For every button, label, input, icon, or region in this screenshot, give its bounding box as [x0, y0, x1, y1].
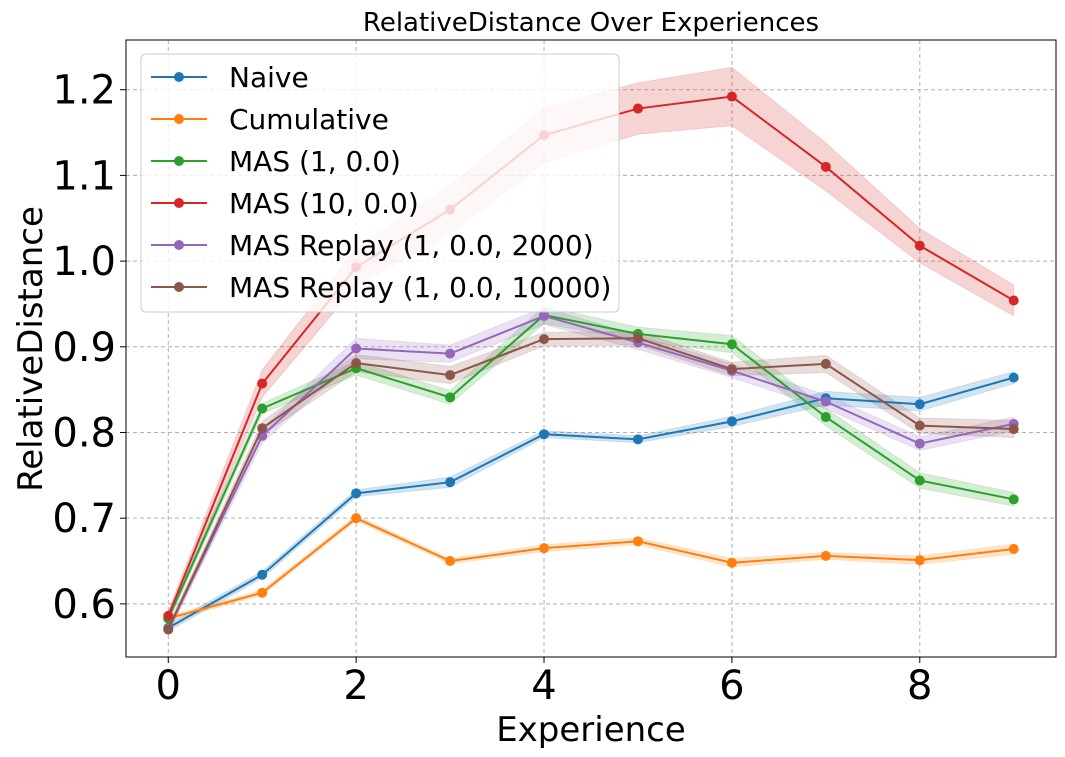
- legend: Naive Cumulative MAS (1, 0.0) MAS (10, 0.0)…: [140, 53, 620, 313]
- data-point: [351, 358, 362, 369]
- legend-label: MAS (10, 0.0): [229, 187, 419, 220]
- x-tick-label: 2: [343, 663, 368, 709]
- data-point: [820, 161, 831, 172]
- data-point: [163, 610, 174, 621]
- data-point: [445, 348, 456, 359]
- x-tick-label: 0: [156, 663, 181, 709]
- data-point: [445, 392, 456, 403]
- legend-marker: [174, 114, 184, 124]
- legend-box: [140, 53, 620, 313]
- data-point: [914, 420, 925, 431]
- series-band: [167, 330, 1015, 634]
- data-point: [914, 475, 925, 486]
- legend-marker: [174, 282, 184, 292]
- data-point: [257, 423, 268, 434]
- legend-marker: [174, 198, 184, 208]
- data-point: [445, 556, 456, 567]
- data-point: [257, 403, 268, 414]
- data-point: [820, 396, 831, 407]
- data-point: [914, 399, 925, 410]
- data-point: [726, 416, 737, 427]
- data-point: [351, 488, 362, 499]
- series-line: [167, 337, 1014, 631]
- data-point: [539, 334, 550, 345]
- series-line: [167, 376, 1014, 629]
- data-point: [539, 310, 550, 321]
- data-point: [539, 429, 550, 440]
- data-point: [820, 412, 831, 423]
- series-line: [167, 314, 1014, 619]
- data-point: [632, 103, 643, 114]
- data-point: [257, 569, 268, 580]
- data-point: [820, 550, 831, 561]
- y-tick-label: 0.9: [52, 325, 116, 371]
- legend-marker: [174, 156, 184, 166]
- data-point: [914, 240, 925, 251]
- y-tick-label: 1.1: [52, 153, 116, 199]
- legend-label: MAS Replay (1, 0.0, 10000): [229, 271, 611, 304]
- data-point: [445, 370, 456, 381]
- y-tick-label: 0.6: [52, 582, 116, 628]
- data-point: [1008, 372, 1019, 383]
- data-point: [163, 624, 174, 635]
- y-tick-label: 0.8: [52, 410, 116, 456]
- data-point: [1008, 494, 1019, 505]
- legend-marker: [174, 240, 184, 250]
- legend-label: Cumulative: [229, 103, 389, 136]
- x-tick-label: 8: [907, 663, 932, 709]
- series-band: [167, 515, 1015, 622]
- data-point: [632, 333, 643, 344]
- legend-label: MAS (1, 0.0): [229, 145, 401, 178]
- data-point: [726, 339, 737, 350]
- plot-area-frame: [125, 39, 1057, 658]
- data-point: [1008, 424, 1019, 435]
- data-point: [257, 378, 268, 389]
- legend-label: MAS Replay (1, 0.0, 2000): [229, 229, 594, 262]
- data-point: [726, 364, 737, 375]
- series-line: [168, 517, 1014, 620]
- y-axis-label: RelativeDistance: [11, 206, 51, 492]
- data-point: [257, 587, 268, 598]
- data-point: [632, 536, 643, 547]
- data-point: [632, 434, 643, 445]
- x-tick-label: 6: [719, 663, 744, 709]
- x-axis-label: Experience: [496, 710, 686, 750]
- data-point: [1008, 544, 1019, 555]
- y-tick-label: 1.2: [52, 68, 116, 114]
- data-point: [539, 543, 550, 554]
- data-point: [726, 91, 737, 102]
- series-line: [167, 314, 1014, 630]
- chart-title: RelativeDistance Over Experiences: [363, 8, 819, 38]
- y-tick-label: 0.7: [52, 496, 116, 542]
- data-point: [914, 555, 925, 566]
- data-point: [914, 438, 925, 449]
- x-tick-label: 4: [531, 663, 556, 709]
- data-point: [820, 358, 831, 369]
- legend-marker: [174, 72, 184, 82]
- data-point: [351, 343, 362, 354]
- data-point: [1008, 295, 1019, 306]
- legend-label: Naive: [229, 61, 309, 94]
- series-band: [167, 370, 1015, 633]
- y-tick-label: 1.0: [52, 239, 116, 285]
- data-point: [726, 557, 737, 568]
- axis-ticks: 0 2 4 6 8 0.6 0.7 0.8 0.9 1.0 1.1 1.2: [52, 68, 932, 709]
- data-point: [445, 477, 456, 488]
- data-point: [351, 513, 362, 524]
